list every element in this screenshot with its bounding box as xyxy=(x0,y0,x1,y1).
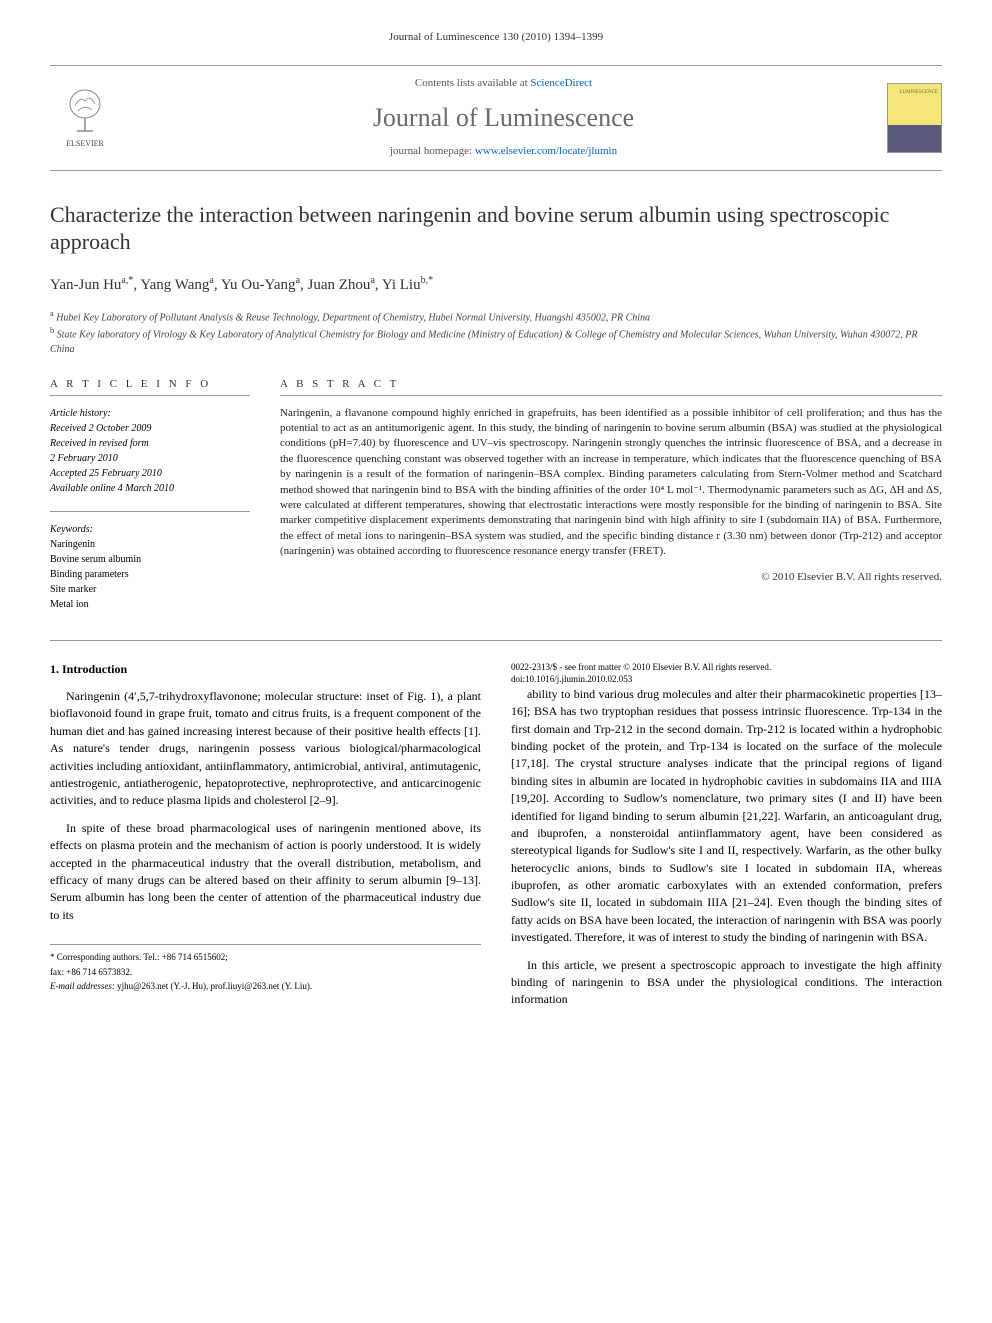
abstract-copyright: © 2010 Elsevier B.V. All rights reserved… xyxy=(280,570,942,585)
author-mark: a xyxy=(209,275,213,286)
fax-line: fax: +86 714 6573832. xyxy=(50,966,481,979)
keyword: Metal ion xyxy=(50,599,89,610)
rule xyxy=(280,395,942,396)
article-info-heading: A R T I C L E I N F O xyxy=(50,377,250,392)
sciencedirect-link[interactable]: ScienceDirect xyxy=(530,77,592,89)
history-line: Received in revised form xyxy=(50,438,149,449)
section-heading: 1. Introduction xyxy=(50,661,481,678)
author: Juan Zhou xyxy=(308,277,371,293)
article-history: Article history: Received 2 October 2009… xyxy=(50,406,250,496)
keyword: Bovine serum albumin xyxy=(50,554,141,565)
abstract-column: A B S T R A C T Naringenin, a flavanone … xyxy=(280,377,942,611)
elsevier-logo: ELSEVIER xyxy=(50,83,120,153)
masthead: ELSEVIER Contents lists available at Sci… xyxy=(50,65,942,170)
running-header: Journal of Luminescence 130 (2010) 1394–… xyxy=(50,30,942,45)
cover-label: LUMINESCENCE xyxy=(899,90,938,96)
keyword: Site marker xyxy=(50,584,96,595)
masthead-center: Contents lists available at ScienceDirec… xyxy=(135,76,872,159)
affiliation: a Hubei Key Laboratory of Pollutant Anal… xyxy=(50,308,942,325)
footnote-block: * Corresponding authors. Tel.: +86 714 6… xyxy=(50,944,481,993)
keywords-block: Keywords: Naringenin Bovine serum albumi… xyxy=(50,522,250,612)
emails-line: E-mail addresses: yjhu@263.net (Y.-J. Hu… xyxy=(50,980,481,993)
keyword: Binding parameters xyxy=(50,569,129,580)
history-line: Received 2 October 2009 xyxy=(50,423,151,434)
doi-block: 0022-2313/$ - see front matter © 2010 El… xyxy=(511,661,942,686)
article-info-column: A R T I C L E I N F O Article history: R… xyxy=(50,377,250,611)
affiliation-text: Hubei Key Laboratory of Pollutant Analys… xyxy=(56,312,650,323)
author-mark: a xyxy=(296,275,300,286)
doi-line: doi:10.1016/j.jlumin.2010.02.053 xyxy=(511,673,942,686)
journal-name: Journal of Luminescence xyxy=(135,100,872,136)
homepage-prefix: journal homepage: xyxy=(390,145,475,157)
paragraph: ability to bind various drug molecules a… xyxy=(511,686,942,947)
front-matter-line: 0022-2313/$ - see front matter © 2010 El… xyxy=(511,661,942,674)
homepage-link[interactable]: www.elsevier.com/locate/jlumin xyxy=(475,145,617,157)
paragraph: In this article, we present a spectrosco… xyxy=(511,957,942,1009)
journal-cover-thumbnail: LUMINESCENCE xyxy=(887,83,942,153)
authors-list: Yan-Jun Hua,*, Yang Wanga, Yu Ou-Yanga, … xyxy=(50,274,942,296)
author-mark: b,* xyxy=(421,275,434,286)
body-text: 1. Introduction Naringenin (4′,5,7-trihy… xyxy=(50,661,942,1011)
author-mark: a,* xyxy=(121,275,133,286)
paragraph: In spite of these broad pharmacological … xyxy=(50,820,481,924)
affiliation-mark: b xyxy=(50,326,54,335)
contents-prefix: Contents lists available at xyxy=(415,77,530,89)
affiliation-mark: a xyxy=(50,309,54,318)
publisher-name: ELSEVIER xyxy=(66,138,104,149)
abstract-heading: A B S T R A C T xyxy=(280,377,942,392)
keyword: Naringenin xyxy=(50,539,95,550)
body-rule xyxy=(50,640,942,641)
history-label: Article history: xyxy=(50,406,250,421)
emails-label: E-mail addresses: xyxy=(50,981,115,991)
author: Yang Wang xyxy=(140,277,209,293)
emails-text: yjhu@263.net (Y.-J. Hu), prof.liuyi@263.… xyxy=(115,981,312,991)
author: Yan-Jun Hu xyxy=(50,277,121,293)
paragraph: Naringenin (4′,5,7-trihydroxyflavonone; … xyxy=(50,688,481,810)
abstract-text: Naringenin, a flavanone compound highly … xyxy=(280,406,942,560)
info-abstract-row: A R T I C L E I N F O Article history: R… xyxy=(50,377,942,611)
author: Yu Ou-Yang xyxy=(221,277,296,293)
rule xyxy=(50,511,250,512)
contents-line: Contents lists available at ScienceDirec… xyxy=(135,76,872,91)
article-title: Characterize the interaction between nar… xyxy=(50,201,942,256)
elsevier-tree-icon xyxy=(60,86,110,136)
history-line: Accepted 25 February 2010 xyxy=(50,468,162,479)
history-line: 2 February 2010 xyxy=(50,453,118,464)
history-line: Available online 4 March 2010 xyxy=(50,483,174,494)
corresponding-author-note: * Corresponding authors. Tel.: +86 714 6… xyxy=(50,951,481,964)
affiliation-text: State Key laboratory of Virology & Key L… xyxy=(50,329,917,355)
rule xyxy=(50,395,250,396)
homepage-line: journal homepage: www.elsevier.com/locat… xyxy=(135,144,872,159)
keywords-label: Keywords: xyxy=(50,524,93,535)
author-mark: a xyxy=(370,275,374,286)
affiliation: b State Key laboratory of Virology & Key… xyxy=(50,325,942,357)
author: Yi Liu xyxy=(382,277,421,293)
affiliations: a Hubei Key Laboratory of Pollutant Anal… xyxy=(50,308,942,358)
